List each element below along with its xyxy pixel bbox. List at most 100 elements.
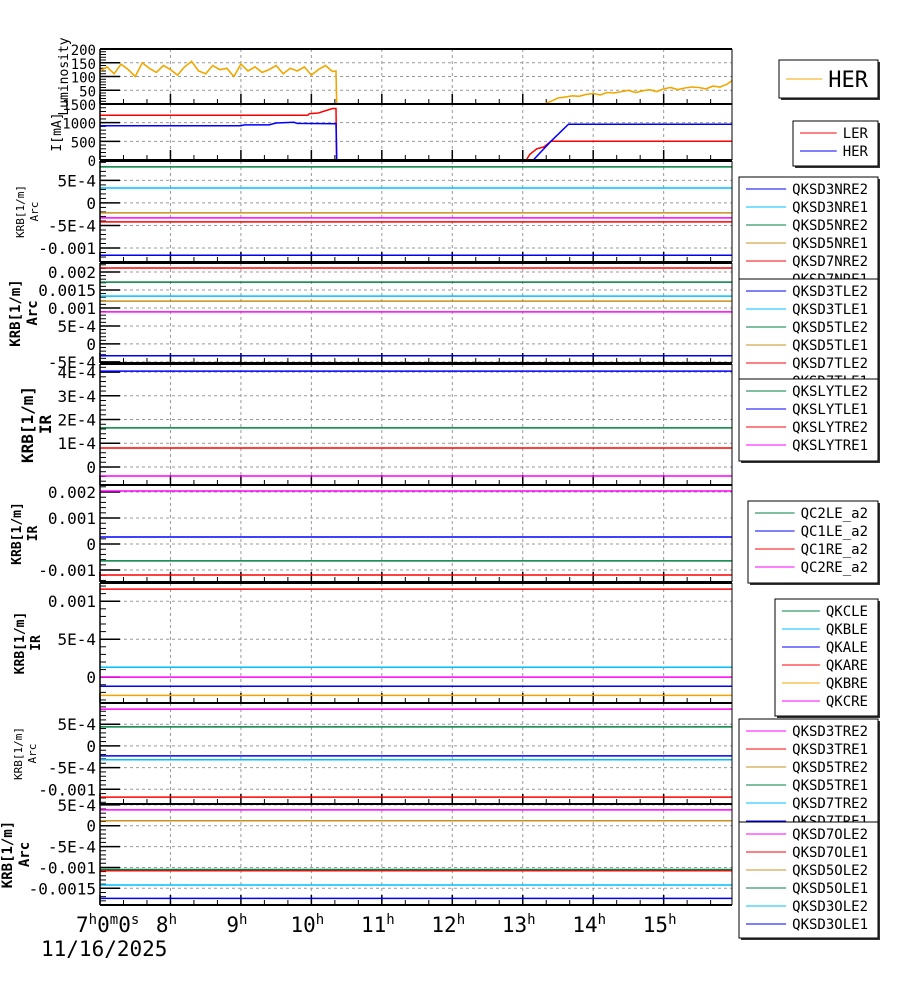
y-tick-label: 0	[86, 737, 96, 756]
legend-7: QKCLE QKBLE QKALE QKARE QKBRE QKCRE	[774, 598, 880, 718]
legend-2: LER HER	[792, 120, 880, 168]
y-tick-label: 0.001	[48, 509, 96, 528]
y-tick-label: -0.0015	[29, 879, 96, 898]
x-tick-label: 13h	[502, 912, 536, 937]
y-tick-label: 5E-4	[57, 317, 96, 336]
legend-box	[747, 500, 879, 584]
legend-label: QKSD5TLE1	[792, 338, 868, 354]
series-group	[100, 370, 732, 477]
y-axis-label: Arc	[17, 842, 33, 867]
series-group	[100, 490, 732, 576]
y-tick-label: 0.0015	[38, 281, 96, 300]
legend-box	[738, 176, 879, 297]
x-axis: 7h0m0s 8h 9h 10h 11h 12h 13h 14h 15h	[76, 912, 677, 937]
y-axis-label: IR	[26, 526, 41, 542]
panel-9: 5E-4 0 -5E-4-0.001 -0.0015 KRB[1/m] Arc	[0, 796, 733, 906]
panel-6: 0.002 0.001 0 -0.001 KRB[1/m] IR	[10, 483, 733, 583]
y-tick-label: 0	[86, 335, 96, 354]
y-axis-label: Arc	[28, 202, 41, 222]
y-tick-label: -5E-4	[48, 838, 96, 857]
plot-area: 20015010050Luminosity150010005000I[mA]5E…	[0, 37, 880, 940]
legend-box	[738, 278, 879, 397]
y-tick-label: 50	[79, 84, 96, 100]
y-tick-label: -0.001	[38, 780, 96, 799]
y-tick-label: 1E-4	[57, 434, 96, 453]
legend-label: QKSD7OLE1	[792, 845, 868, 861]
y-tick-label: -0.001	[38, 561, 96, 580]
x-tick-unit: h	[89, 912, 97, 928]
legend-label: QC2RE_a2	[801, 560, 868, 576]
legend-label: QKSD5TRE2	[792, 760, 868, 776]
legend-label: QKSD5OLE2	[792, 863, 868, 879]
y-tick-label: -5E-4	[48, 216, 96, 235]
legend-label: QKSD7TLE2	[792, 356, 868, 372]
y-tick-label: 0	[86, 817, 96, 836]
legend-label: HER	[843, 144, 869, 160]
y-tick-label: 5E-4	[57, 715, 96, 734]
x-tick-value: 0	[118, 913, 131, 937]
legend-label: QKSLYTLE2	[792, 384, 868, 400]
series-line-HER	[100, 121, 732, 160]
legend-label: QKSD3TRE1	[792, 742, 868, 758]
x-tick-label: 11h	[361, 912, 395, 937]
x-tick-value: 14	[572, 913, 597, 937]
y-tick-label: 0	[86, 668, 96, 687]
x-tick-value: 13	[502, 913, 527, 937]
legend-box	[738, 718, 879, 839]
y-tick-label: 0	[86, 194, 96, 213]
y-tick-label: 1000	[62, 117, 96, 133]
y-axis-label: IR	[29, 635, 44, 651]
legend-label: QKSD5NRE2	[792, 218, 868, 234]
panel-3: 5E-4 0 -5E-4 -0.001 KRB[1/m] Arc	[14, 160, 733, 263]
series-group	[100, 166, 732, 256]
x-tick-value: 15	[643, 913, 668, 937]
x-tick-label: 8h	[156, 912, 177, 937]
legend-label: QKSD5TRE1	[792, 778, 868, 794]
y-tick-label: 4E-4	[57, 363, 96, 382]
series-group	[100, 107, 732, 160]
y-tick-label: 2E-4	[57, 411, 96, 430]
legend-label: QC1RE_a2	[801, 542, 868, 558]
y-tick-label: 5E-4	[57, 796, 96, 815]
y-tick-label: -0.001	[38, 858, 96, 877]
legend-8: QKSD3TRE2 QKSD3TRE1 QKSD5TRE2 QKSD5TRE1 QKSD…	[738, 718, 880, 840]
legend-label: QKSLYTRE1	[792, 438, 868, 454]
legend-label: QC1LE_a2	[801, 524, 868, 540]
x-tick-label: 14h	[572, 912, 606, 937]
series-line-LER	[100, 107, 732, 160]
y-axis-label: KRB[1/m]	[18, 386, 37, 463]
x-tick-value: 0	[97, 913, 110, 937]
legend-label: QKSD3TRE2	[792, 724, 868, 740]
x-tick-unit: m	[110, 912, 118, 928]
legend-label: QKSD3OLE2	[792, 899, 868, 915]
y-tick-label: 150	[71, 57, 96, 73]
y-tick-label: 0.001	[48, 592, 96, 611]
x-tick-unit: h	[527, 912, 535, 928]
x-tick-value: 7	[76, 913, 89, 937]
x-tick-value: 8	[156, 913, 169, 937]
x-tick-label: 12h	[431, 912, 465, 937]
y-tick-label: 200	[71, 43, 96, 59]
legend-label: QKBRE	[826, 676, 868, 692]
legend-label: QKSD5NRE1	[792, 236, 868, 252]
series-group	[100, 588, 732, 697]
legend-label: QKCLE	[826, 604, 868, 620]
legend-label: QKSD3TLE1	[792, 302, 868, 318]
legend-box	[774, 598, 879, 717]
legend-1: HER	[778, 59, 880, 100]
legend-9: QKSD7OLE2 QKSD7OLE1 QKSD5OLE2 QKSD5OLE1 QKSD…	[738, 821, 880, 940]
y-tick-label: 3E-4	[57, 387, 96, 406]
series-group	[100, 809, 732, 900]
series-line-HER	[100, 60, 732, 104]
x-tick-unit: h	[169, 912, 177, 928]
x-tick-unit: h	[386, 912, 394, 928]
y-tick-label: 0	[88, 154, 96, 170]
x-tick-unit: h	[316, 912, 324, 928]
legend-label: QKSLYTRE2	[792, 420, 868, 436]
y-axis-label: KRB[1/m]	[12, 727, 25, 780]
x-tick-value: 12	[431, 913, 456, 937]
x-tick-label: 10h	[291, 912, 325, 937]
x-tick-value: 11	[361, 913, 386, 937]
